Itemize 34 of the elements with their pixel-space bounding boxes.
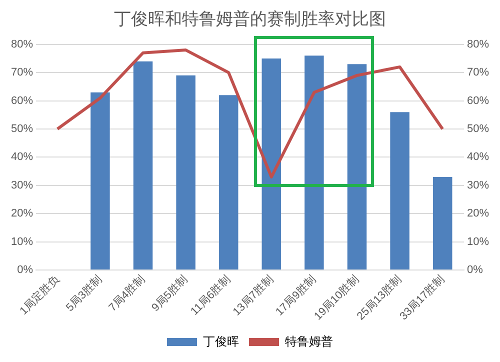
x-tick-label: 7局4胜制: [106, 272, 148, 314]
bar: [218, 95, 238, 270]
y2-tick-label: 40%: [466, 151, 490, 164]
chart-title: 丁俊晖和特鲁姆普的赛制胜率对比图: [114, 10, 386, 30]
x-tick-label: 13局7胜制: [230, 272, 276, 318]
x-tick-label: 9局5胜制: [148, 272, 190, 314]
bar: [432, 176, 452, 270]
x-tick-label: 5局3胜制: [63, 272, 104, 314]
y2-tick-label: 10%: [466, 236, 490, 248]
y2-tick-label: 20%: [466, 208, 490, 220]
y-tick-label: 40%: [10, 151, 34, 164]
y-tick-label: 20%: [10, 208, 34, 220]
y-tick-label: 70%: [10, 66, 34, 79]
y-tick-label: 60%: [10, 94, 34, 107]
legend-label: 丁俊晖: [203, 334, 239, 348]
bar: [262, 58, 282, 270]
bar: [304, 56, 324, 270]
bar: [347, 64, 367, 270]
y-tick-label: 30%: [10, 179, 34, 192]
y2-tick-label: 70%: [466, 66, 490, 79]
bar: [90, 92, 110, 270]
y-tick-label: 50%: [10, 123, 34, 136]
y2-tick-label: 60%: [466, 94, 490, 107]
y-tick-label: 10%: [10, 236, 34, 248]
y2-tick-label: 0%: [466, 264, 484, 276]
y2-tick-label: 50%: [466, 123, 490, 136]
bar: [133, 61, 153, 270]
legend-label: 特鲁姆普: [285, 334, 333, 348]
y-tick-label: 80%: [10, 38, 34, 50]
y2-tick-label: 30%: [466, 179, 490, 192]
x-tick-label: 11局6胜制: [188, 272, 233, 318]
bar: [390, 112, 410, 270]
bar: [176, 75, 196, 270]
y2-tick-label: 80%: [466, 38, 490, 50]
